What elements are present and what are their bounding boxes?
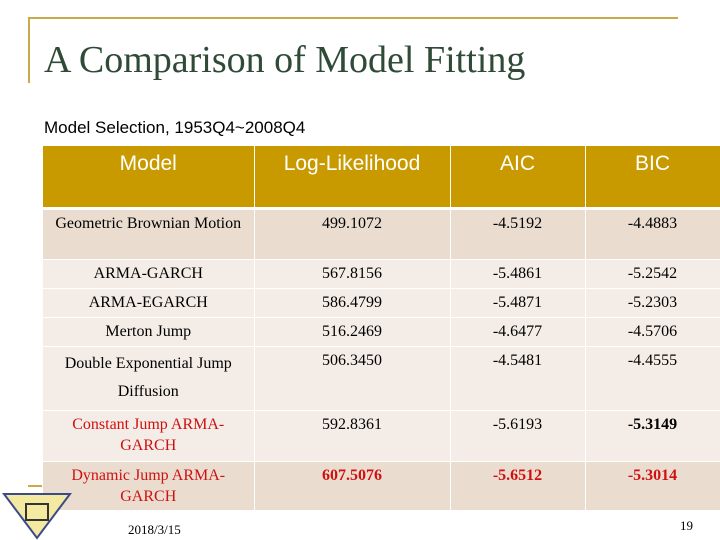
frame-left-line: [28, 17, 30, 83]
model-comparison-table: Model Log-Likelihood AIC BIC Geometric B…: [43, 146, 720, 511]
cell-model: ARMA-EGARCH: [43, 288, 255, 318]
cell-aic: -4.5192: [450, 208, 586, 260]
cell-bic: -5.3149: [585, 410, 720, 462]
cell-bic: -5.3014: [585, 461, 720, 511]
frame-bottom-line: [28, 485, 42, 487]
cell-loglik: 586.4799: [254, 288, 451, 318]
cell-bic: -5.2303: [585, 288, 720, 318]
footer-date: 2018/3/15: [128, 522, 181, 537]
cell-bic: -5.2542: [585, 259, 720, 289]
cell-bic: -4.4883: [585, 208, 720, 260]
header-bic: BIC: [585, 146, 720, 210]
cell-loglik: 499.1072: [254, 208, 451, 260]
table-row: ARMA-EGARCH 586.4799 -5.4871 -5.2303: [43, 288, 720, 318]
slide-title: A Comparison of Model Fitting: [44, 39, 526, 81]
header-loglik: Log-Likelihood: [254, 146, 451, 210]
cell-aic: -5.4871: [450, 288, 586, 318]
cell-loglik: 506.3450: [254, 346, 451, 411]
cell-loglik: 607.5076: [254, 461, 451, 511]
cell-bic: -4.5706: [585, 317, 720, 347]
cell-model: Merton Jump: [43, 317, 255, 347]
cell-aic: -5.6512: [450, 461, 586, 511]
header-aic: AIC: [450, 146, 586, 210]
cell-model: Double Exponential Jump Diffusion: [43, 346, 255, 411]
header-row: Model Log-Likelihood AIC BIC: [43, 146, 720, 210]
frame-top-line: [28, 17, 678, 19]
cell-loglik: 592.8361: [254, 410, 451, 462]
subtitle: Model Selection, 1953Q4~2008Q4: [44, 118, 306, 137]
cell-aic: -5.6193: [450, 410, 586, 462]
table-row: Dynamic Jump ARMA-GARCH 607.5076 -5.6512 -5…: [43, 461, 720, 511]
cell-aic: -5.4861: [450, 259, 586, 289]
table-row: Constant Jump ARMA-GARCH 592.8361 -5.6193-…: [43, 410, 720, 462]
cell-model: Geometric Brownian Motion: [43, 208, 255, 260]
university-logo-icon: [2, 493, 72, 540]
cell-loglik: 516.2469: [254, 317, 451, 347]
table-row: ARMA-GARCH 567.8156 -5.4861 -5.2542: [43, 259, 720, 289]
cell-model: Dynamic Jump ARMA-GARCH: [43, 461, 255, 511]
cell-aic: -4.5481: [450, 346, 586, 411]
table-row: Geometric Brownian Motion 499.1072 -4.5192…: [43, 208, 720, 260]
cell-aic: -4.6477: [450, 317, 586, 347]
header-model: Model: [43, 146, 255, 210]
cell-model: Constant Jump ARMA-GARCH: [43, 410, 255, 462]
table-row: Double Exponential Jump Diffusion 506.345…: [43, 346, 720, 411]
page-number: 19: [680, 518, 693, 533]
table-row: Merton Jump 516.2469 -4.6477 -4.5706: [43, 317, 720, 347]
cell-model: ARMA-GARCH: [43, 259, 255, 289]
cell-bic: -4.4555: [585, 346, 720, 411]
cell-loglik: 567.8156: [254, 259, 451, 289]
